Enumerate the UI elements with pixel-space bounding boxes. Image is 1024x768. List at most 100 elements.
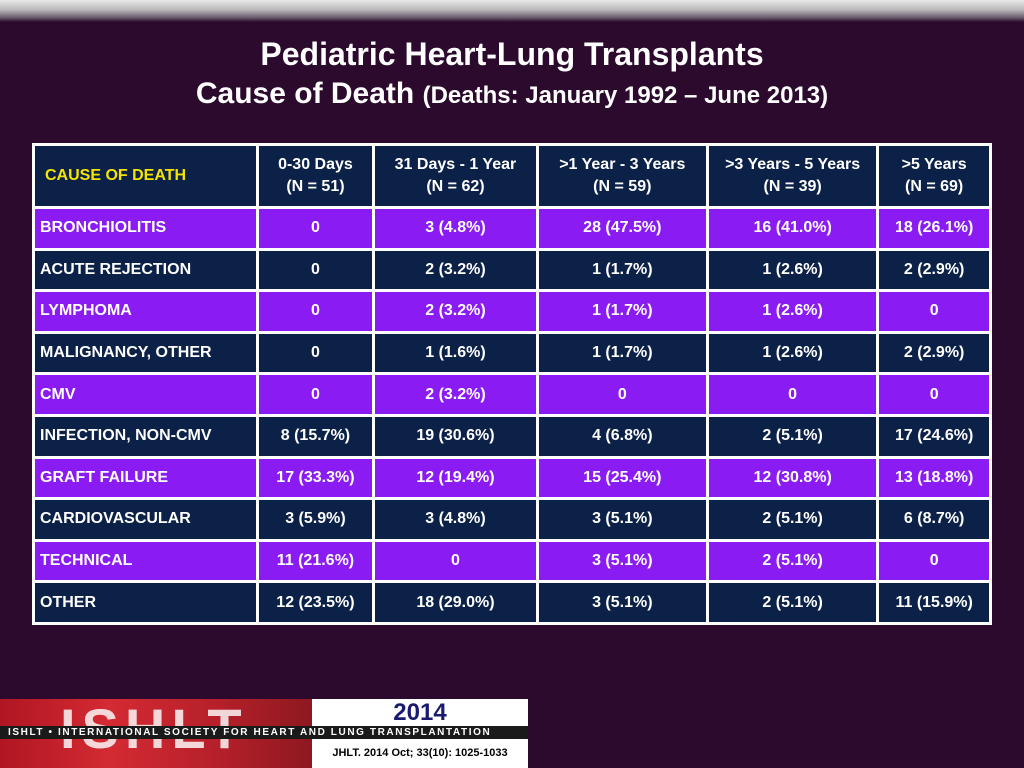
row-value: 0 — [535, 372, 709, 417]
row-value: 2 (5.1%) — [705, 538, 880, 584]
row-value: 3 (5.1%) — [535, 538, 709, 584]
row-value: 6 (8.7%) — [876, 497, 992, 542]
header-col-3-5-years: >3 Years - 5 Years (N = 39) — [705, 143, 880, 209]
row-value: 0 — [705, 372, 880, 417]
table-row: LYMPHOMA 0 2 (3.2%) 1 (1.7%) 1 (2.6%) 0 — [32, 289, 992, 334]
row-value: 19 (30.6%) — [372, 413, 539, 459]
table-row: OTHER 12 (23.5%) 18 (29.0%) 3 (5.1%) 2 (… — [32, 580, 992, 625]
row-value: 1 (1.7%) — [535, 330, 709, 376]
row-value: 13 (18.8%) — [876, 455, 992, 501]
table-row: TECHNICAL 11 (21.6%) 0 3 (5.1%) 2 (5.1%)… — [32, 538, 992, 584]
col-n: (N = 51) — [286, 178, 345, 195]
report-year: 2014 — [393, 699, 447, 726]
row-value: 2 (3.2%) — [372, 372, 539, 417]
row-value: 0 — [876, 538, 992, 584]
row-cause: GRAFT FAILURE — [32, 455, 259, 501]
table-row: INFECTION, NON-CMV 8 (15.7%) 19 (30.6%) … — [32, 413, 992, 459]
journal-citation: JHLT. 2014 Oct; 33(10): 1025-1033 — [332, 747, 508, 759]
row-value: 2 (2.9%) — [876, 247, 992, 293]
col-label: 31 Days - 1 Year — [394, 156, 517, 173]
row-cause: CMV — [32, 372, 259, 417]
row-value: 12 (19.4%) — [372, 455, 539, 501]
row-value: 16 (41.0%) — [705, 206, 880, 251]
row-cause: OTHER — [32, 580, 259, 625]
row-cause: LYMPHOMA — [32, 289, 259, 334]
row-value: 2 (5.1%) — [705, 497, 880, 542]
cause-of-death-table: CAUSE OF DEATH 0-30 Days (N = 51) 31 Days… — [32, 143, 992, 625]
row-value: 2 (5.1%) — [705, 580, 880, 625]
row-value: 0 — [255, 330, 376, 376]
table-row: CMV 0 2 (3.2%) 0 0 0 — [32, 372, 992, 417]
society-name: ISHLT • INTERNATIONAL SOCIETY FOR HEART … — [8, 727, 492, 738]
row-value: 17 (24.6%) — [876, 413, 992, 459]
col-label: >5 Years — [901, 156, 967, 173]
row-value: 18 (29.0%) — [372, 580, 539, 625]
row-value: 3 (4.8%) — [372, 206, 539, 251]
table-row: BRONCHIOLITIS 0 3 (4.8%) 28 (47.5%) 16 (… — [32, 206, 992, 251]
row-value: 1 (2.6%) — [705, 289, 880, 334]
row-value: 15 (25.4%) — [535, 455, 709, 501]
row-cause: ACUTE REJECTION — [32, 247, 259, 293]
table-body: BRONCHIOLITIS 0 3 (4.8%) 28 (47.5%) 16 (… — [32, 206, 992, 625]
header-col-0-30-days: 0-30 Days (N = 51) — [255, 143, 376, 209]
row-value: 2 (2.9%) — [876, 330, 992, 376]
row-value: 0 — [255, 206, 376, 251]
row-cause: BRONCHIOLITIS — [32, 206, 259, 251]
row-cause: INFECTION, NON-CMV — [32, 413, 259, 459]
table-header: CAUSE OF DEATH 0-30 Days (N = 51) 31 Days… — [32, 143, 992, 209]
society-strip — [0, 726, 528, 739]
col-n: (N = 59) — [593, 178, 652, 195]
table-row: MALIGNANCY, OTHER 0 1 (1.6%) 1 (1.7%) 1 … — [32, 330, 992, 376]
header-row: CAUSE OF DEATH 0-30 Days (N = 51) 31 Days… — [32, 143, 992, 209]
row-value: 3 (4.8%) — [372, 497, 539, 542]
row-value: 28 (47.5%) — [535, 206, 709, 251]
title-line-1: Pediatric Heart-Lung Transplants — [260, 36, 764, 72]
table-row: ACUTE REJECTION 0 2 (3.2%) 1 (1.7%) 1 (2… — [32, 247, 992, 293]
row-cause: TECHNICAL — [32, 538, 259, 584]
row-value: 17 (33.3%) — [255, 455, 376, 501]
row-value: 1 (1.6%) — [372, 330, 539, 376]
row-value: 1 (2.6%) — [705, 330, 880, 376]
top-gradient-band — [0, 0, 1024, 22]
header-col-31-days-1-year: 31 Days - 1 Year (N = 62) — [372, 143, 539, 209]
row-value: 11 (15.9%) — [876, 580, 992, 625]
header-col-over-5-years: >5 Years (N = 69) — [876, 143, 992, 209]
row-value: 18 (26.1%) — [876, 206, 992, 251]
col-label: 0-30 Days — [278, 156, 353, 173]
row-value: 0 — [255, 289, 376, 334]
row-value: 0 — [255, 247, 376, 293]
col-n: (N = 39) — [763, 178, 822, 195]
col-label: >3 Years - 5 Years — [725, 156, 861, 173]
header-cause-of-death: CAUSE OF DEATH — [32, 143, 259, 209]
row-value: 0 — [372, 538, 539, 584]
row-value: 3 (5.1%) — [535, 580, 709, 625]
row-value: 1 (1.7%) — [535, 289, 709, 334]
col-n: (N = 62) — [426, 178, 485, 195]
row-value: 0 — [255, 372, 376, 417]
table-row: GRAFT FAILURE 17 (33.3%) 12 (19.4%) 15 (… — [32, 455, 992, 501]
slide-title: Pediatric Heart-Lung Transplants Cause o… — [0, 34, 1024, 116]
table-row: CARDIOVASCULAR 3 (5.9%) 3 (4.8%) 3 (5.1%… — [32, 497, 992, 542]
row-value: 1 (1.7%) — [535, 247, 709, 293]
row-value: 11 (21.6%) — [255, 538, 376, 584]
row-value: 4 (6.8%) — [535, 413, 709, 459]
row-cause: CARDIOVASCULAR — [32, 497, 259, 542]
row-value: 12 (23.5%) — [255, 580, 376, 625]
row-value: 1 (2.6%) — [705, 247, 880, 293]
header-col-1-3-years: >1 Year - 3 Years (N = 59) — [535, 143, 709, 209]
row-value: 2 (5.1%) — [705, 413, 880, 459]
row-value: 0 — [876, 372, 992, 417]
title-date-range: (Deaths: January 1992 – June 2013) — [422, 82, 829, 109]
row-value: 3 (5.9%) — [255, 497, 376, 542]
row-value: 3 (5.1%) — [535, 497, 709, 542]
col-n: (N = 69) — [905, 178, 964, 195]
title-line-2: Cause of Death (Deaths: January 1992 – J… — [0, 74, 1024, 116]
col-label: >1 Year - 3 Years — [559, 156, 686, 173]
row-value: 2 (3.2%) — [372, 289, 539, 334]
row-value: 2 (3.2%) — [372, 247, 539, 293]
row-cause: MALIGNANCY, OTHER — [32, 330, 259, 376]
row-value: 0 — [876, 289, 992, 334]
title-main: Cause of Death — [195, 77, 415, 110]
row-value: 12 (30.8%) — [705, 455, 880, 501]
row-value: 8 (15.7%) — [255, 413, 376, 459]
